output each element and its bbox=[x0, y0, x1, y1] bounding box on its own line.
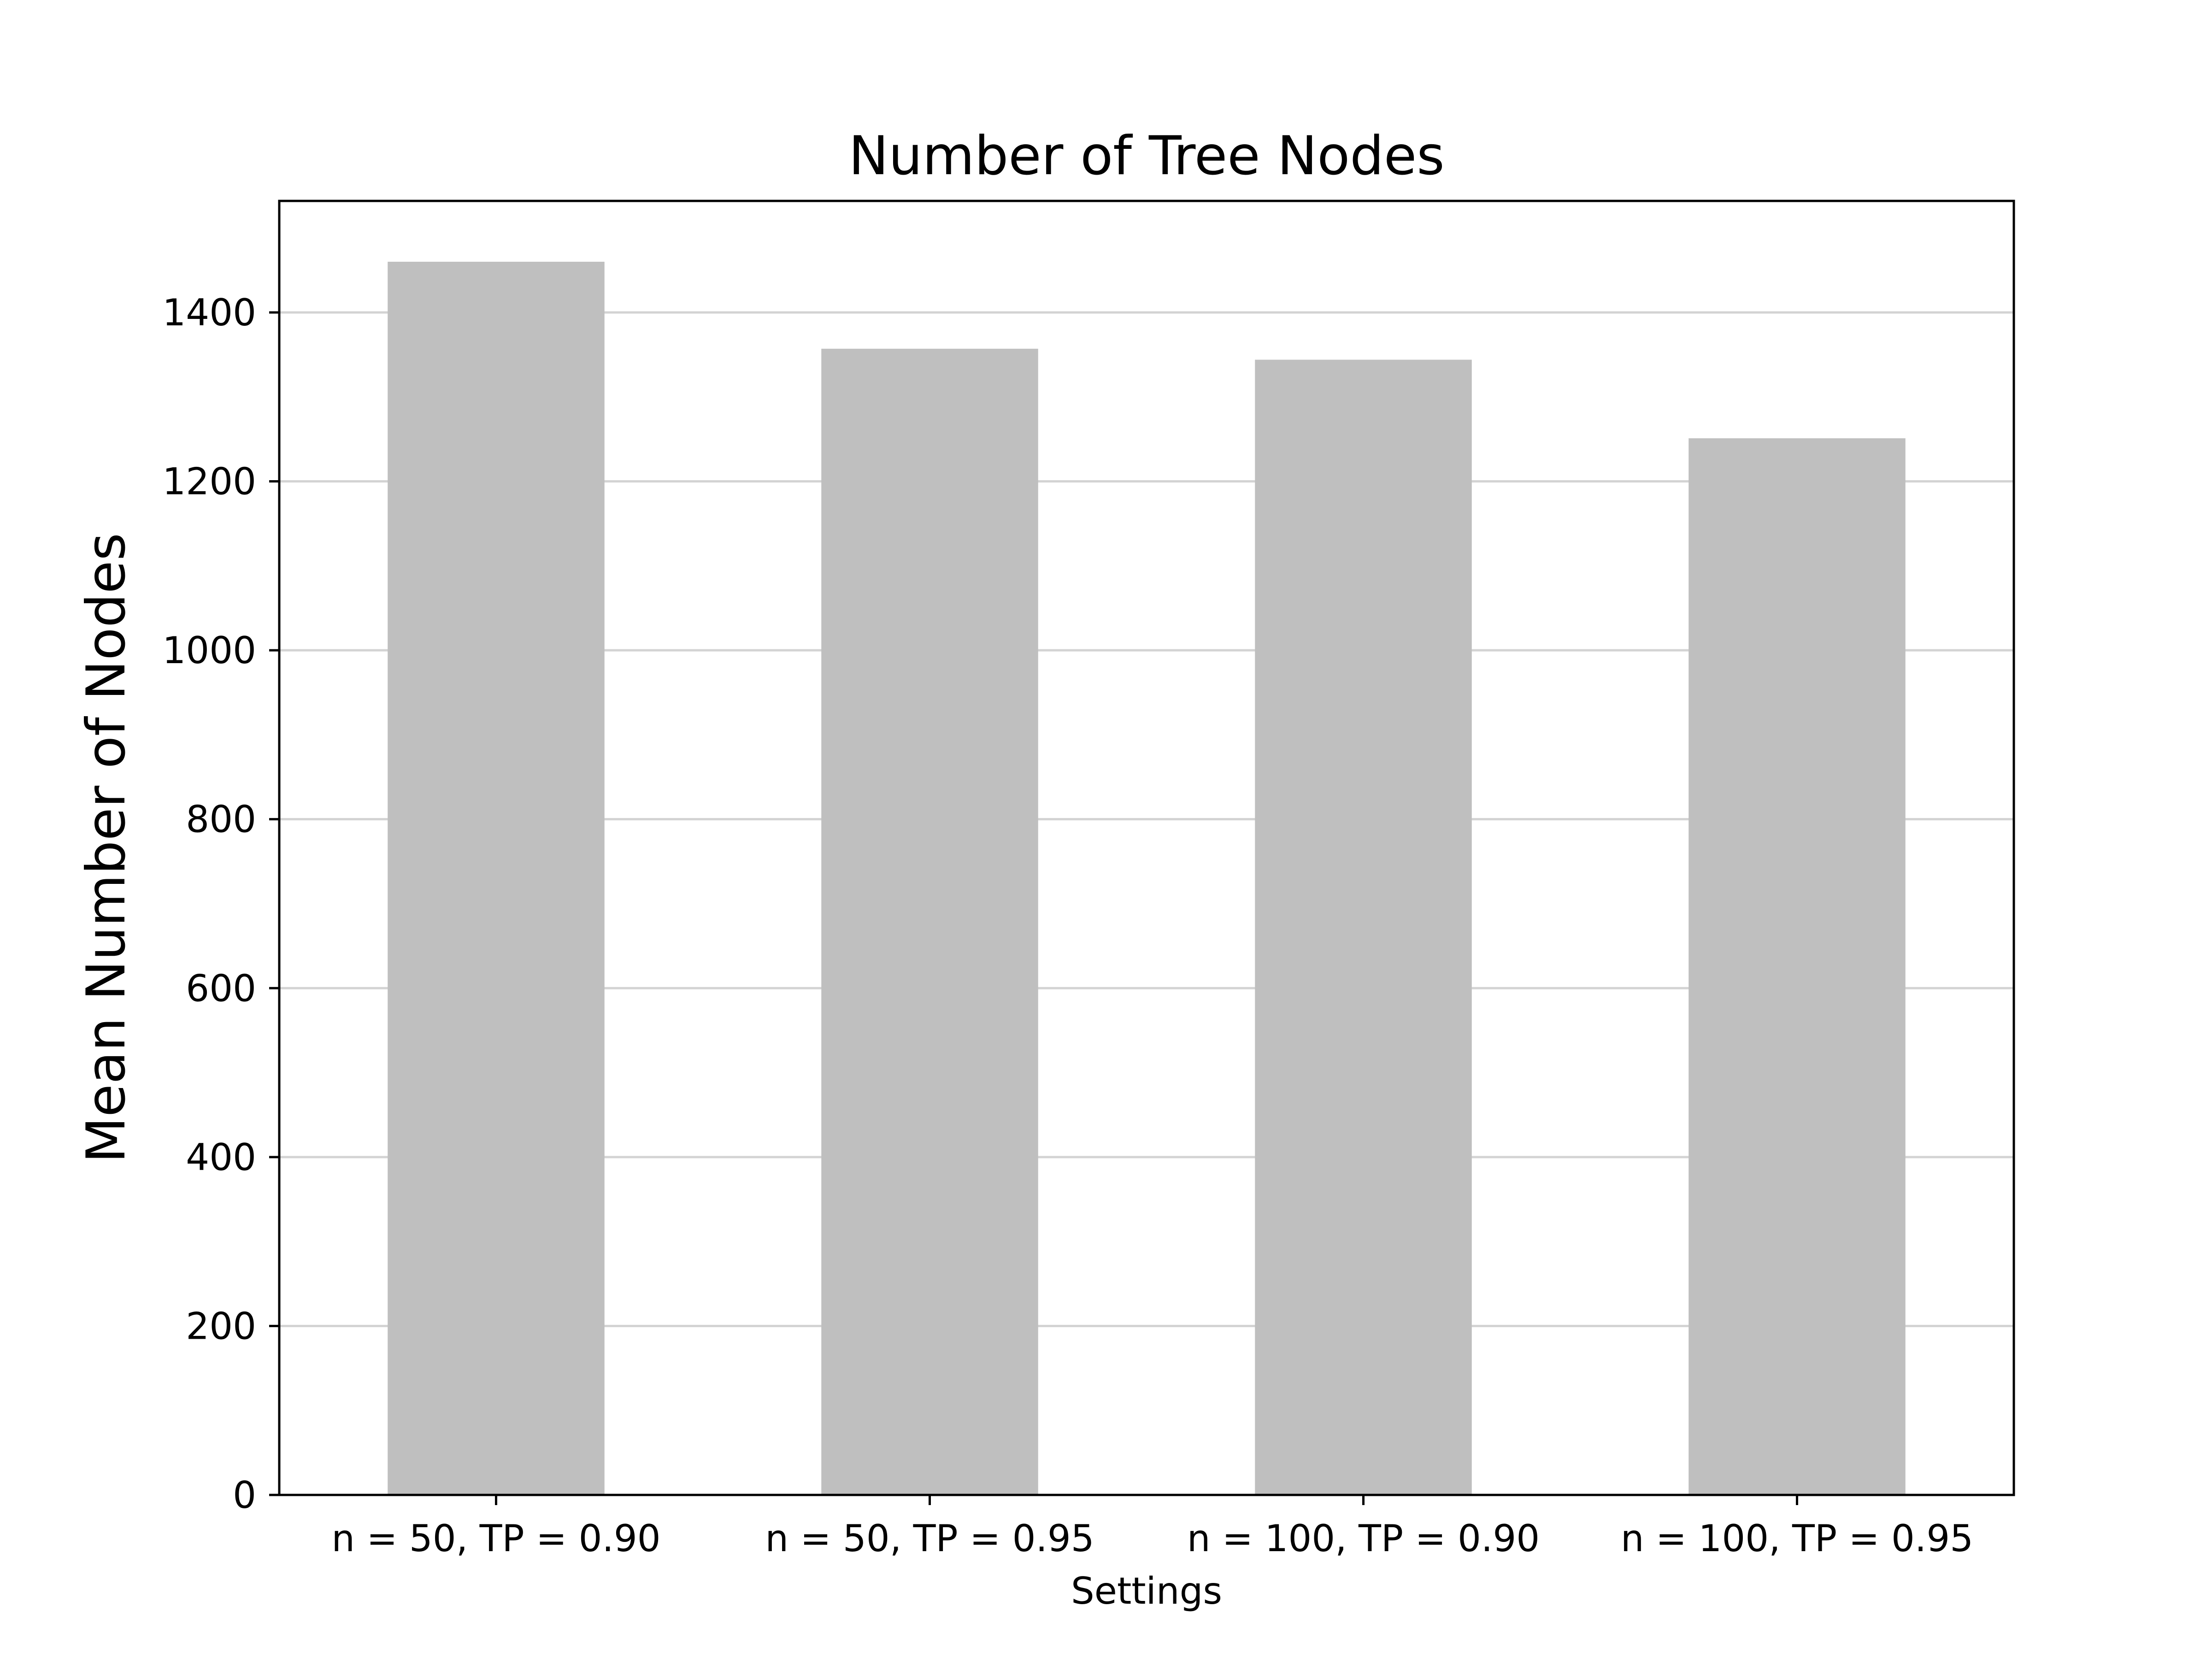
y-tick-label: 600 bbox=[186, 967, 256, 1010]
y-tick-label: 200 bbox=[186, 1305, 256, 1347]
x-tick-label: n = 50, TP = 0.90 bbox=[331, 1517, 660, 1560]
x-tick-label: n = 100, TP = 0.90 bbox=[1187, 1517, 1540, 1560]
y-tick-label: 400 bbox=[186, 1136, 256, 1179]
y-axis-label: Mean Number of Nodes bbox=[75, 533, 137, 1163]
bars bbox=[388, 261, 1906, 1495]
x-axis-ticks: n = 50, TP = 0.90 n = 50, TP = 0.95 n = 10… bbox=[331, 1495, 1973, 1560]
bar bbox=[821, 348, 1038, 1495]
x-tick-label: n = 50, TP = 0.95 bbox=[765, 1517, 1094, 1560]
y-axis-ticks: 0 200 400 600 800 1000 1200 1400 bbox=[162, 291, 279, 1517]
bar bbox=[388, 261, 605, 1495]
y-tick-label: 1400 bbox=[162, 291, 256, 334]
x-tick-label: n = 100, TP = 0.95 bbox=[1621, 1517, 1973, 1560]
y-tick-label: 0 bbox=[233, 1474, 256, 1517]
x-axis-label: Settings bbox=[1071, 1570, 1222, 1612]
y-tick-label: 800 bbox=[186, 798, 256, 841]
bar bbox=[1688, 438, 1906, 1495]
plot-frame bbox=[278, 200, 2015, 1496]
chart-title: Number of Tree Nodes bbox=[848, 125, 1444, 187]
y-tick-label: 1000 bbox=[162, 629, 256, 672]
bar bbox=[1255, 359, 1472, 1495]
y-tick-label: 1200 bbox=[162, 460, 256, 503]
